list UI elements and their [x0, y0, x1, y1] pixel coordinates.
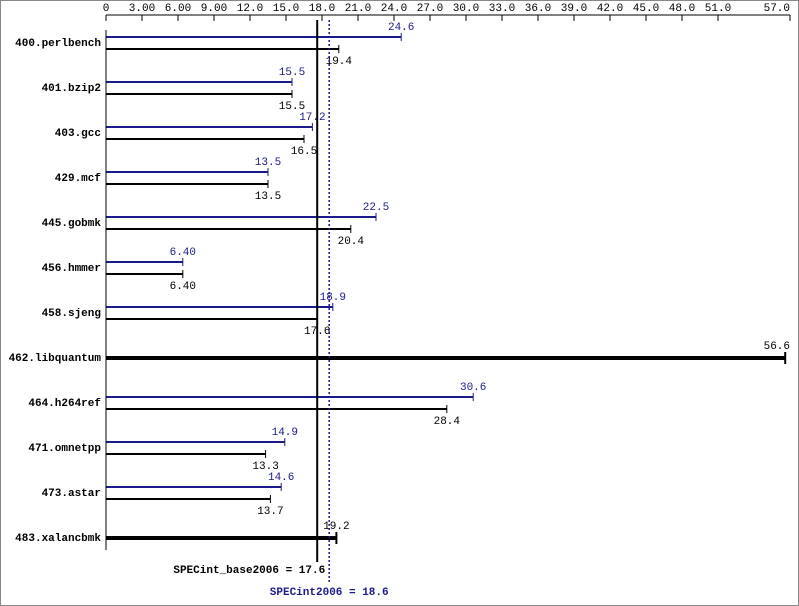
category-label: 400.perlbench [15, 38, 101, 50]
value-label: 15.5 [279, 67, 305, 79]
category-label: 429.mcf [55, 173, 102, 185]
value-label: 13.7 [257, 506, 283, 518]
value-label: 14.9 [272, 427, 298, 439]
value-label: 13.3 [252, 461, 278, 473]
x-tick-label: 57.0 [764, 3, 790, 15]
x-tick-label: 18.0 [309, 3, 335, 15]
category-label: 456.hmmer [42, 263, 101, 275]
reference-label: SPECint_base2006 = 17.6 [173, 565, 325, 577]
value-label: 6.40 [170, 281, 196, 293]
value-label: 13.5 [255, 157, 281, 169]
x-tick-label: 9.00 [201, 3, 227, 15]
category-label: 462.libquantum [9, 353, 102, 365]
x-tick-label: 24.0 [381, 3, 407, 15]
category-label: 445.gobmk [42, 218, 102, 230]
value-label: 30.6 [460, 382, 486, 394]
value-label: 28.4 [434, 416, 461, 428]
category-label: 403.gcc [55, 128, 101, 140]
value-label: 16.5 [291, 146, 317, 158]
value-label: 19.4 [326, 56, 353, 68]
category-label: 458.sjeng [42, 308, 101, 320]
reference-label: SPECint2006 = 18.6 [270, 587, 389, 599]
value-label: 13.5 [255, 191, 281, 203]
x-tick-label: 36.0 [525, 3, 551, 15]
x-tick-label: 51.0 [705, 3, 731, 15]
x-tick-label: 21.0 [345, 3, 371, 15]
value-label: 56.6 [764, 341, 790, 353]
x-tick-label: 6.00 [165, 3, 191, 15]
x-tick-label: 12.0 [237, 3, 263, 15]
value-label: 17.2 [299, 112, 325, 124]
x-tick-label: 15.0 [273, 3, 299, 15]
value-label: 15.5 [279, 101, 305, 113]
value-label: 14.6 [268, 472, 294, 484]
x-tick-label: 39.0 [561, 3, 587, 15]
category-label: 471.omnetpp [28, 443, 101, 455]
value-label: 6.40 [170, 247, 196, 259]
category-label: 464.h264ref [28, 398, 101, 410]
x-tick-label: 45.0 [633, 3, 659, 15]
x-tick-label: 48.0 [669, 3, 695, 15]
value-label: 22.5 [363, 202, 389, 214]
category-label: 483.xalancbmk [15, 533, 101, 545]
x-tick-label: 27.0 [417, 3, 443, 15]
value-label: 19.2 [323, 521, 349, 533]
x-tick-label: 0 [103, 3, 110, 15]
x-tick-label: 30.0 [453, 3, 479, 15]
value-label: 20.4 [338, 236, 365, 248]
category-label: 473.astar [42, 488, 101, 500]
x-tick-label: 42.0 [597, 3, 623, 15]
value-label: 18.9 [320, 292, 346, 304]
category-label: 401.bzip2 [42, 83, 101, 95]
value-label: 24.6 [388, 22, 414, 34]
x-tick-label: 3.00 [129, 3, 155, 15]
x-tick-label: 33.0 [489, 3, 515, 15]
